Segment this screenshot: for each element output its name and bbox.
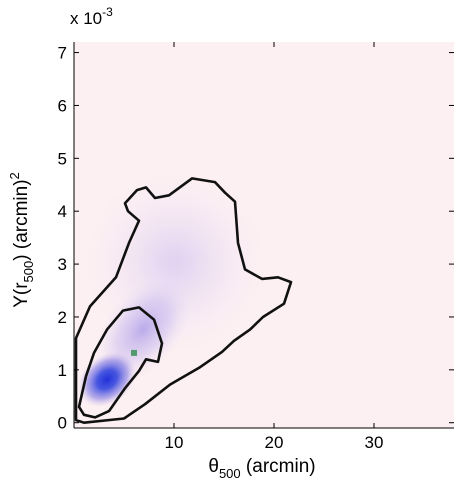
- contour-inner: [77, 306, 164, 419]
- y-tick-label: 6: [58, 96, 67, 115]
- y-tick-label: 4: [58, 202, 67, 221]
- x-axis-ticks: 10 20 30: [165, 42, 384, 452]
- x-tick-label: 10: [165, 433, 184, 452]
- contour-outer: [74, 177, 293, 424]
- y-axis-ticks: 0 1 2 3 4 5 6 7: [58, 44, 454, 433]
- y-tick-label: 1: [58, 361, 67, 380]
- y-tick-label: 5: [58, 149, 67, 168]
- y-tick-label: 2: [58, 308, 67, 327]
- y-tick-label: 3: [58, 255, 67, 274]
- y-axis-multiplier: x 10-3: [70, 5, 113, 28]
- y-tick-label: 7: [58, 44, 67, 63]
- x-axis-label: θ500 (arcmin): [208, 456, 315, 481]
- axes: [73, 42, 454, 429]
- best-fit-marker: [131, 349, 137, 356]
- contour-lines: [74, 177, 293, 424]
- y-axis-label: Y(r500) (arcmin)2: [7, 172, 36, 308]
- y-tick-label: 0: [58, 414, 67, 433]
- x-tick-label: 30: [365, 433, 384, 452]
- x-tick-label: 20: [265, 433, 284, 452]
